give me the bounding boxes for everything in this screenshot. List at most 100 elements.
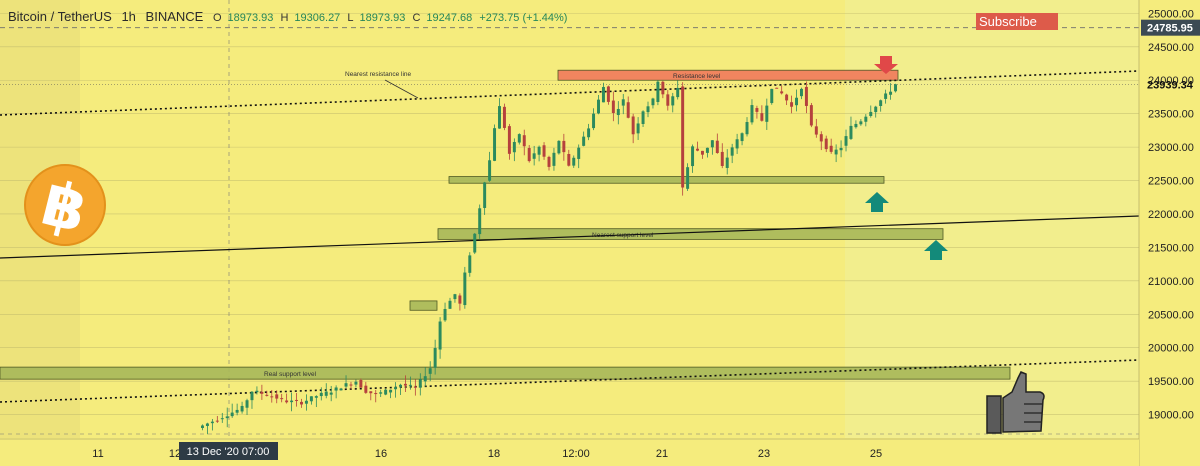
candle-body [389,389,393,393]
candle-body [671,96,675,106]
candle-body [334,387,338,391]
candle [696,141,699,152]
close-label: C [412,12,421,24]
interval-label[interactable]: 1h [121,9,136,24]
small-support-zone[interactable] [409,300,438,311]
candle-body [601,86,605,103]
candle-body [735,139,739,149]
candle-body [255,390,259,393]
real-support-zone[interactable] [0,366,1011,380]
open-label: O [212,12,222,24]
candle-body [344,383,348,387]
price-tick-label: 19000.00 [1148,410,1194,422]
price-tick-label: 24500.00 [1148,42,1194,54]
candle-body [527,148,531,162]
high-value: 19306.27 [294,12,341,24]
candle [626,96,630,119]
marked-price-tag[interactable] [1141,19,1200,36]
thumbs-up-icon [986,371,1045,434]
candle-body [448,300,452,309]
candle-body [879,100,883,107]
resistance-line-pointer [384,79,419,99]
candle [265,390,269,397]
candle-body [651,98,655,106]
candle-body [399,384,402,387]
candle-body [423,376,427,382]
real-support-zone-label: Real support level [264,371,317,378]
candle [295,392,299,407]
candle-body [631,116,635,135]
candle-body [488,160,492,181]
candle [527,145,531,163]
trendlines-layer: Nearest resistance line [0,70,1140,403]
candle [532,145,536,166]
candle [814,118,818,138]
candle [671,92,675,113]
candle-body [770,88,774,104]
candle [631,113,635,144]
candle-body [824,138,828,150]
candle-body [542,145,546,157]
long-term-trendline[interactable] [0,215,1140,259]
price-tick-label: 22000.00 [1148,209,1194,221]
price-axis-background [1139,0,1200,466]
candle-body [616,108,620,116]
candle [849,116,853,140]
candle [478,204,482,239]
candle [854,120,858,129]
candle [433,339,437,375]
candle [260,384,264,400]
candle [215,415,219,423]
candle [715,133,719,154]
candle [894,83,898,93]
candle [512,138,516,162]
candle [760,105,764,122]
nearest-support-zone[interactable] [437,228,944,240]
candle-body [314,396,318,398]
candle-body [854,123,858,128]
candle [324,383,328,399]
time-axis[interactable]: 11 12 16 18 12:00 21 23 25 13 Dec '20 07:00 [0,438,1139,466]
crosshair-time-tag[interactable] [179,442,278,460]
candle [309,396,313,405]
candle-body [245,400,249,408]
low-label: L [347,12,354,24]
candle-body [374,393,378,395]
candle-body [750,105,754,123]
subscribe-button[interactable]: Subscribe [976,13,1058,30]
candle [403,375,407,392]
price-axis[interactable]: 25000.00 24500.00 24000.00 23500.00 23000.00… [1138,0,1200,466]
candle [577,144,581,169]
upper-support-zone[interactable] [448,176,885,184]
candle [601,82,605,103]
candle-body [270,396,274,398]
candle-body [493,128,497,161]
candle-body [552,152,556,166]
candle-body [205,423,209,426]
candle-body [814,126,818,135]
candle-body [260,391,264,394]
candle [334,385,338,399]
candle [735,133,739,154]
candle [819,131,823,151]
candle [314,395,318,408]
symbol-name[interactable]: Bitcoin / TetherUS [8,9,112,24]
candle-body [874,106,878,113]
candle [592,108,596,131]
candle-body [463,272,467,306]
candle [359,378,363,388]
candle-body [453,294,457,300]
candle [587,123,591,141]
resistance-zone[interactable] [557,69,899,81]
candle [641,110,645,128]
candle-body [755,108,759,112]
candle [725,149,729,175]
price-tick-label: 24000.00 [1148,75,1194,87]
candle [765,98,769,130]
candle-body [869,111,873,116]
candle-body [592,113,596,129]
resistance-zone-label: Resistance level [673,73,721,80]
change-value: +273.75 (+1.44%) [479,12,568,24]
candle [676,80,680,100]
